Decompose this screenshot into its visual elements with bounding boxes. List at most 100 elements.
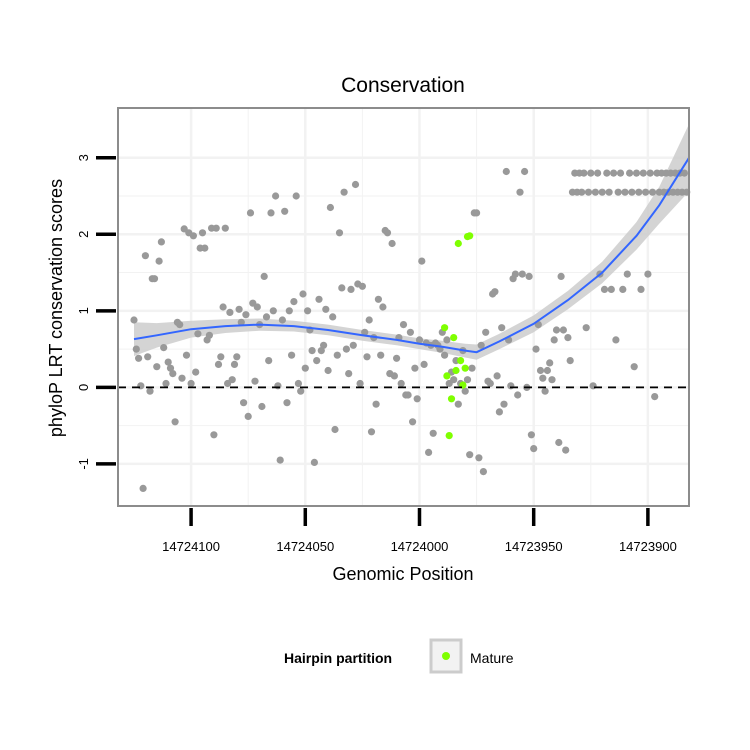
data-point (144, 353, 152, 361)
data-point (377, 351, 385, 359)
data-point (267, 209, 275, 217)
data-point (194, 330, 202, 338)
data-point (242, 311, 250, 319)
data-point (342, 345, 350, 353)
data-point (315, 295, 323, 303)
data-point (530, 445, 538, 453)
data-point (525, 272, 533, 280)
data-point (356, 379, 364, 388)
data-point (450, 376, 458, 384)
data-point (393, 354, 401, 362)
data-point (338, 284, 346, 292)
data-point (621, 188, 629, 196)
data-point (313, 357, 321, 365)
x-tick-label: 14724100 (162, 539, 220, 554)
data-point (404, 391, 412, 399)
data-point (274, 382, 282, 390)
data-point (331, 425, 339, 434)
data-point (566, 357, 574, 365)
mature-point (441, 324, 449, 332)
data-point (301, 364, 309, 372)
plot-border (117, 107, 690, 507)
data-point (543, 366, 552, 375)
data-point (219, 303, 227, 311)
data-point (603, 169, 611, 177)
data-point (548, 376, 556, 384)
data-point (237, 318, 245, 326)
data-point (214, 360, 223, 368)
data-point (290, 298, 298, 306)
data-point (413, 395, 421, 403)
y-tick-label: 3 (76, 154, 91, 161)
data-point (171, 418, 179, 426)
data-point (283, 399, 291, 407)
data-point (262, 313, 271, 321)
mature-point (450, 334, 458, 342)
data-point (251, 377, 259, 385)
y-tick-label: 2 (76, 231, 91, 238)
data-point (233, 353, 241, 361)
data-point (518, 270, 526, 278)
data-point (614, 188, 622, 196)
data-point (550, 336, 558, 344)
data-point (201, 244, 209, 252)
data-point (365, 316, 373, 324)
y-tick-label: 0 (76, 384, 91, 391)
x-axis-title: Genomic Position (332, 564, 473, 584)
data-point (420, 360, 428, 368)
data-point (463, 376, 472, 384)
data-point (326, 203, 334, 212)
data-point (527, 431, 536, 439)
data-point (539, 374, 547, 382)
plot-panel (118, 108, 689, 506)
mature-point (454, 239, 462, 248)
data-point (281, 207, 289, 215)
data-point (637, 285, 645, 293)
data-point (162, 379, 170, 388)
data-point (589, 382, 597, 390)
data-point (272, 192, 280, 200)
data-point (265, 357, 273, 365)
data-point (130, 316, 138, 324)
data-point (363, 353, 371, 361)
data-point (454, 400, 462, 408)
data-point (473, 209, 481, 217)
data-point (335, 229, 344, 237)
data-point (411, 364, 419, 372)
data-point (644, 270, 652, 278)
data-point (532, 345, 540, 353)
data-point (187, 379, 195, 388)
data-point (582, 324, 590, 332)
data-point (137, 382, 145, 390)
data-point (212, 224, 220, 232)
data-point (160, 344, 168, 352)
data-point (178, 374, 186, 382)
data-point (198, 229, 207, 237)
data-point (514, 391, 522, 399)
mature-point (443, 372, 451, 380)
data-point (235, 305, 243, 313)
data-point (189, 232, 197, 240)
y-axis-title: phyloP LRT conservation scores (46, 179, 66, 437)
data-point (258, 402, 266, 411)
data-point (415, 336, 424, 344)
mature-point (447, 395, 456, 403)
data-point (169, 370, 177, 378)
data-point (372, 400, 380, 408)
data-point (541, 387, 549, 395)
data-point (390, 372, 398, 380)
data-point (329, 313, 337, 321)
y-tick-label: 1 (76, 307, 91, 314)
data-point (632, 169, 641, 177)
data-point (475, 454, 483, 462)
data-point (628, 188, 636, 196)
data-point (230, 360, 239, 368)
data-point (406, 328, 414, 336)
data-point (482, 328, 490, 336)
mature-point (457, 357, 465, 365)
data-point (511, 270, 519, 278)
data-point (269, 307, 277, 315)
data-point (479, 468, 487, 476)
chart-title: Conservation (341, 74, 465, 97)
data-point (304, 307, 312, 315)
